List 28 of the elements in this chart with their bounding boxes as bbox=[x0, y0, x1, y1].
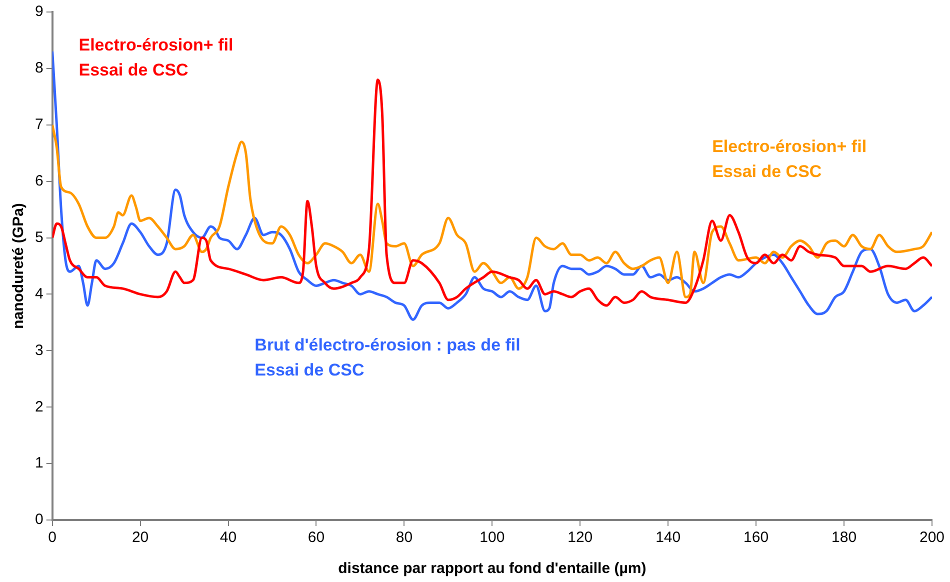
y-tick-label: 7 bbox=[35, 116, 44, 134]
line-series bbox=[52, 78, 932, 307]
x-tick-label: 120 bbox=[568, 529, 593, 546]
x-tick-label: 140 bbox=[656, 529, 681, 546]
line-series bbox=[52, 124, 932, 298]
y-tick-label: 2 bbox=[35, 398, 44, 416]
text: Brut d'électro-érosion : pas de fil Essai de CSC bbox=[254, 335, 520, 380]
y-tick-label: 9 bbox=[35, 3, 44, 20]
x-tick-label: 0 bbox=[48, 529, 57, 546]
x-tick-label: 80 bbox=[396, 529, 413, 546]
y-tick-label: 4 bbox=[35, 285, 44, 302]
x-tick-label: 100 bbox=[480, 529, 505, 546]
x-tick-label: 200 bbox=[919, 529, 945, 546]
y-tick-label: 1 bbox=[35, 454, 44, 472]
y-tick-label: 5 bbox=[35, 228, 44, 246]
x-tick-label: 60 bbox=[308, 529, 325, 546]
y-axis-title: nanodureté (GPa) bbox=[10, 203, 28, 329]
y-tick-label: 8 bbox=[35, 60, 44, 77]
x-tick-label: 180 bbox=[832, 529, 857, 546]
y-tick-label: 6 bbox=[35, 172, 44, 190]
text: Electro-érosion+ fil Essai de CSC bbox=[712, 137, 867, 182]
x-tick-label: 160 bbox=[744, 529, 769, 546]
text: Electro-érosion+ fil Essai de CSC bbox=[78, 36, 234, 80]
y-tick-label: 0 bbox=[35, 511, 44, 528]
x-tick-label: 20 bbox=[132, 529, 149, 546]
y-tick-label: 3 bbox=[35, 342, 44, 359]
x-axis-title: distance par rapport au fond d'entaille (µm) bbox=[338, 560, 646, 578]
x-tick-label: 40 bbox=[220, 529, 237, 546]
